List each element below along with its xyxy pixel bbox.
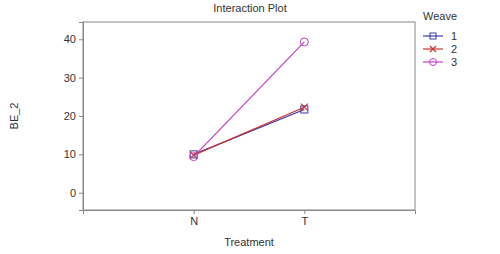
series-marker <box>301 104 308 111</box>
series-line <box>194 107 305 155</box>
legend-label: 2 <box>451 43 457 55</box>
legend-label: 1 <box>451 30 457 42</box>
y-axis-title: BE_2 <box>8 103 20 130</box>
marks <box>190 38 309 161</box>
y-axis: 0 10 20 30 40 <box>64 23 84 211</box>
y-tick-label: 10 <box>64 148 76 160</box>
y-tick-mark <box>79 193 83 194</box>
y-tick-label: 20 <box>64 110 76 122</box>
y-tick: 0 <box>70 187 83 199</box>
chart: Interaction Plot010203040NTTreatmentBE_2… <box>0 0 500 254</box>
y-tick-mark <box>79 154 83 155</box>
x-tick-label: T <box>301 215 308 227</box>
x-axis-line <box>84 211 416 215</box>
plot: 010203040NT <box>64 22 416 227</box>
legend-line <box>423 35 443 36</box>
y-tick-mark <box>79 116 83 117</box>
x-tick: T <box>301 210 308 227</box>
legend-marker <box>430 46 436 52</box>
x-axis: NT <box>84 210 416 227</box>
x-tick-mark <box>194 210 195 214</box>
y-tick-label: 0 <box>70 187 76 199</box>
legend-line <box>423 61 443 62</box>
x-tick: N <box>190 210 198 227</box>
y-tick-label: 40 <box>64 33 76 45</box>
y-tick-mark <box>79 39 83 40</box>
plot-frame <box>83 22 415 210</box>
series-marker <box>190 153 198 161</box>
legend-marker <box>430 33 436 39</box>
y-tick: 40 <box>64 33 83 45</box>
y-tick-label: 30 <box>64 72 76 84</box>
legend-title: Weave <box>423 10 457 22</box>
series-line <box>194 42 305 157</box>
series-marker <box>300 38 308 46</box>
x-tick-mark <box>304 210 305 214</box>
legend-marker <box>430 59 437 66</box>
legend: Weave 123 <box>423 10 457 68</box>
y-tick: 20 <box>64 110 83 122</box>
x-axis-title: Treatment <box>224 236 274 248</box>
y-tick: 10 <box>64 148 83 160</box>
x-tick-label: N <box>190 215 198 227</box>
y-axis-line <box>79 23 84 211</box>
y-tick-mark <box>79 78 83 79</box>
y-tick: 30 <box>64 72 83 84</box>
title: Interaction Plot <box>213 2 286 14</box>
legend-label: 3 <box>451 56 457 68</box>
